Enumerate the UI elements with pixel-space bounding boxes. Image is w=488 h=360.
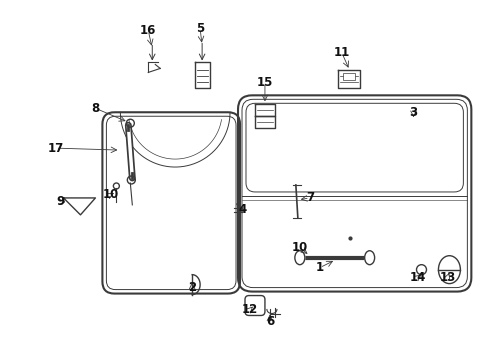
Text: 3: 3 <box>408 106 417 119</box>
Text: 9: 9 <box>56 195 64 208</box>
Text: 10: 10 <box>102 188 118 202</box>
Text: 2: 2 <box>188 281 196 294</box>
Circle shape <box>416 265 426 275</box>
PathPatch shape <box>244 296 264 315</box>
Text: 7: 7 <box>305 192 313 204</box>
Text: 12: 12 <box>242 303 258 316</box>
Text: 16: 16 <box>140 24 156 37</box>
Text: 15: 15 <box>256 76 273 89</box>
Polygon shape <box>63 198 95 215</box>
Ellipse shape <box>294 251 304 265</box>
Ellipse shape <box>364 251 374 265</box>
PathPatch shape <box>102 112 240 293</box>
Text: 11: 11 <box>333 46 349 59</box>
FancyBboxPatch shape <box>342 73 354 80</box>
Text: 4: 4 <box>239 203 246 216</box>
Text: 10: 10 <box>291 241 307 254</box>
Text: 8: 8 <box>91 102 100 115</box>
Text: 5: 5 <box>196 22 204 35</box>
Ellipse shape <box>438 256 459 284</box>
Text: 13: 13 <box>438 271 455 284</box>
Text: 17: 17 <box>47 141 63 155</box>
Text: 14: 14 <box>408 271 425 284</box>
Text: 1: 1 <box>315 261 323 274</box>
Text: 6: 6 <box>265 315 273 328</box>
